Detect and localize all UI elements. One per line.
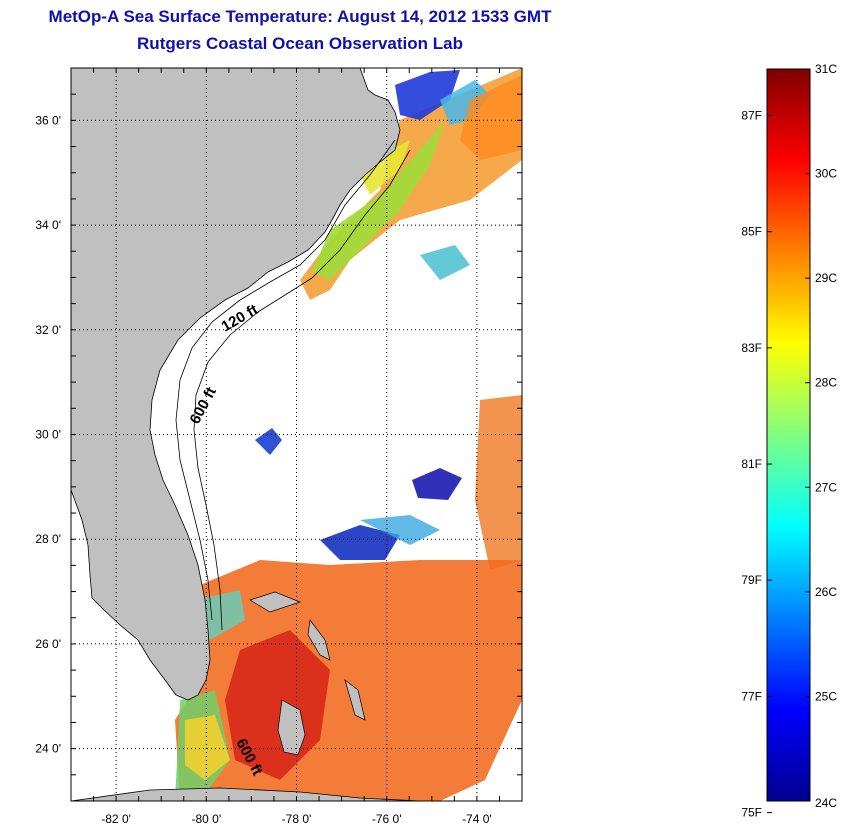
lat-tick-label: 28 0' <box>35 532 61 546</box>
axis-ticks: -82 0' -80 0' -78 0' -76 0' -74 0' 24 0' 26 0'… <box>35 67 523 826</box>
map-plot-area <box>71 68 522 801</box>
sst-blue-patch-mid2 <box>320 525 400 560</box>
contour-600ft <box>193 149 411 631</box>
colorbar-ticks: 31C 30C 29C 28C 27C 26C 25C 24C 87F 85F 83F 81F 79F 7… <box>741 62 837 820</box>
fahrenheit-tick-label: 87F <box>741 108 762 122</box>
celsius-tick-label: 27C <box>815 480 837 494</box>
sst-map: -82 0' -80 0' -78 0' -76 0' -74 0' 24 0' 26 0'… <box>35 67 523 826</box>
cuba-coast <box>71 787 421 801</box>
contour-120ft <box>175 139 396 621</box>
bahamas-island-grand-bahama <box>249 591 302 613</box>
celsius-tick-label: 29C <box>815 271 837 285</box>
celsius-tick-label: 25C <box>815 689 837 703</box>
celsius-tick-label: 30C <box>815 167 837 181</box>
lon-tick-label: -78 0' <box>282 812 312 826</box>
sst-east-orange-patch <box>475 395 522 570</box>
lat-tick-label: 24 0' <box>35 742 61 756</box>
fahrenheit-tick-label: 75F <box>741 806 762 820</box>
fahrenheit-tick-label: 85F <box>741 225 762 239</box>
sst-field <box>175 68 522 801</box>
sst-orange-patch-offshore <box>460 75 522 160</box>
colorbar-gradient <box>766 68 811 802</box>
fahrenheit-tick-label: 79F <box>741 573 762 587</box>
lon-tick-label: -80 0' <box>191 812 221 826</box>
lon-tick-label: -74 0' <box>462 812 492 826</box>
celsius-tick-label: 28C <box>815 376 837 390</box>
lat-tick-label: 30 0' <box>35 428 61 442</box>
sst-coastal-yellow-patch <box>360 140 410 195</box>
sst-southern-yellow-patch <box>185 715 230 780</box>
fahrenheit-tick-label: 83F <box>741 341 762 355</box>
temperature-colorbar: 31C 30C 29C 28C 27C 26C 25C 24C 87F 85F 83F 81F 79F 7… <box>741 62 837 820</box>
map-subtitle: Rutgers Coastal Ocean Observation Lab <box>137 34 463 53</box>
sst-shelf-green-patch <box>312 120 445 280</box>
map-frame <box>70 67 523 802</box>
celsius-tick-label: 31C <box>815 62 837 76</box>
fahrenheit-tick-label: 81F <box>741 457 762 471</box>
sst-cyan-patch-mid2 <box>360 515 440 545</box>
lat-tick-label: 26 0' <box>35 637 61 651</box>
sst-cold-blue-patch-north <box>395 70 460 120</box>
bahamas-island-andros <box>277 699 306 756</box>
sst-cyan-patch-mid <box>420 245 470 280</box>
bahamas-island-abaco <box>307 619 331 661</box>
lat-tick-label: 32 0' <box>35 323 61 337</box>
celsius-tick-label: 24C <box>815 796 837 810</box>
map-title: MetOp-A Sea Surface Temperature: August … <box>48 7 552 26</box>
lat-tick-label: 36 0' <box>35 113 61 127</box>
fahrenheit-tick-label: 77F <box>741 689 762 703</box>
land-mass <box>71 68 401 701</box>
bahamas-island-eleuthera <box>344 679 366 721</box>
sst-southern-red-core <box>225 630 330 780</box>
lon-tick-label: -82 0' <box>101 812 131 826</box>
lat-tick-label: 34 0' <box>35 218 61 232</box>
celsius-tick-label: 26C <box>815 585 837 599</box>
sst-cyan-patch-north <box>440 80 490 125</box>
lon-tick-label: -76 0' <box>372 812 402 826</box>
sst-blue-patch-mid1 <box>412 468 462 500</box>
